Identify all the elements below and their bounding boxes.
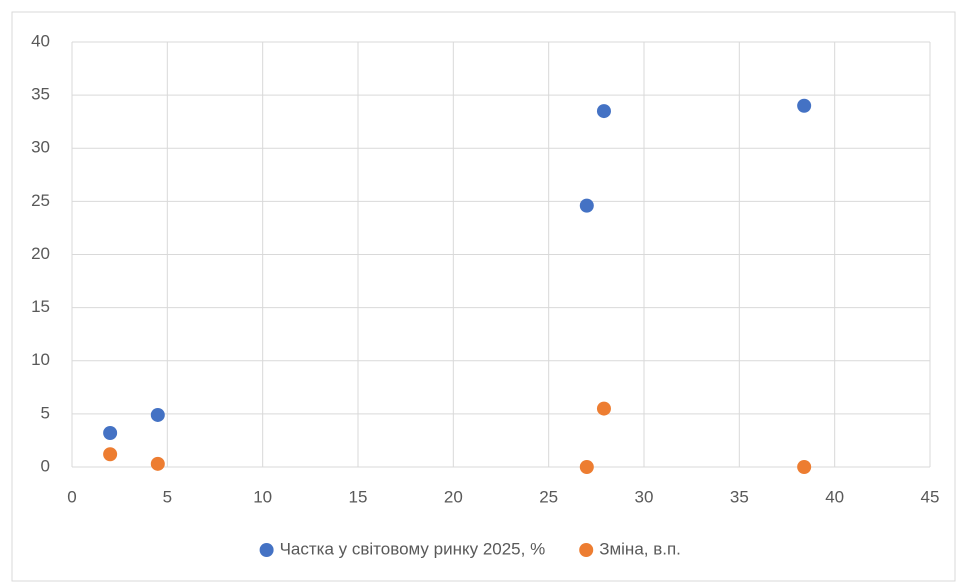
point bbox=[103, 447, 118, 462]
x-tick-label: 10 bbox=[253, 487, 272, 506]
x-tick-label: 45 bbox=[921, 487, 940, 506]
y-tick-label: 20 bbox=[31, 244, 50, 263]
legend-label: Частка у світовому ринку 2025, % bbox=[280, 539, 546, 558]
point bbox=[103, 426, 118, 440]
legend-marker bbox=[259, 543, 274, 557]
legend-label: Зміна, в.п. bbox=[599, 539, 681, 558]
legend-marker bbox=[579, 543, 594, 557]
x-tick-label: 20 bbox=[444, 487, 463, 506]
x-tick-label: 40 bbox=[825, 487, 844, 506]
x-tick-label: 35 bbox=[730, 487, 749, 506]
y-tick-label: 40 bbox=[31, 31, 50, 50]
y-tick-label: 15 bbox=[31, 297, 50, 316]
x-tick-label: 25 bbox=[539, 487, 558, 506]
y-tick-label: 5 bbox=[41, 403, 50, 422]
point bbox=[150, 456, 165, 471]
y-tick-label: 30 bbox=[31, 138, 50, 157]
point bbox=[596, 401, 611, 416]
point bbox=[579, 198, 594, 213]
chart-frame bbox=[11, 11, 956, 582]
y-tick-label: 10 bbox=[31, 350, 50, 369]
y-tick-label: 0 bbox=[41, 456, 50, 475]
x-tick-label: 30 bbox=[635, 487, 654, 506]
x-tick-label: 5 bbox=[163, 487, 172, 506]
point bbox=[596, 104, 611, 119]
x-tick-label: 0 bbox=[67, 487, 76, 506]
point bbox=[579, 460, 594, 474]
y-tick-label: 25 bbox=[31, 191, 50, 210]
point bbox=[797, 98, 812, 113]
y-tick-label: 35 bbox=[31, 85, 50, 104]
x-tick-label: 15 bbox=[349, 487, 368, 506]
point bbox=[797, 460, 812, 474]
point bbox=[150, 407, 165, 422]
